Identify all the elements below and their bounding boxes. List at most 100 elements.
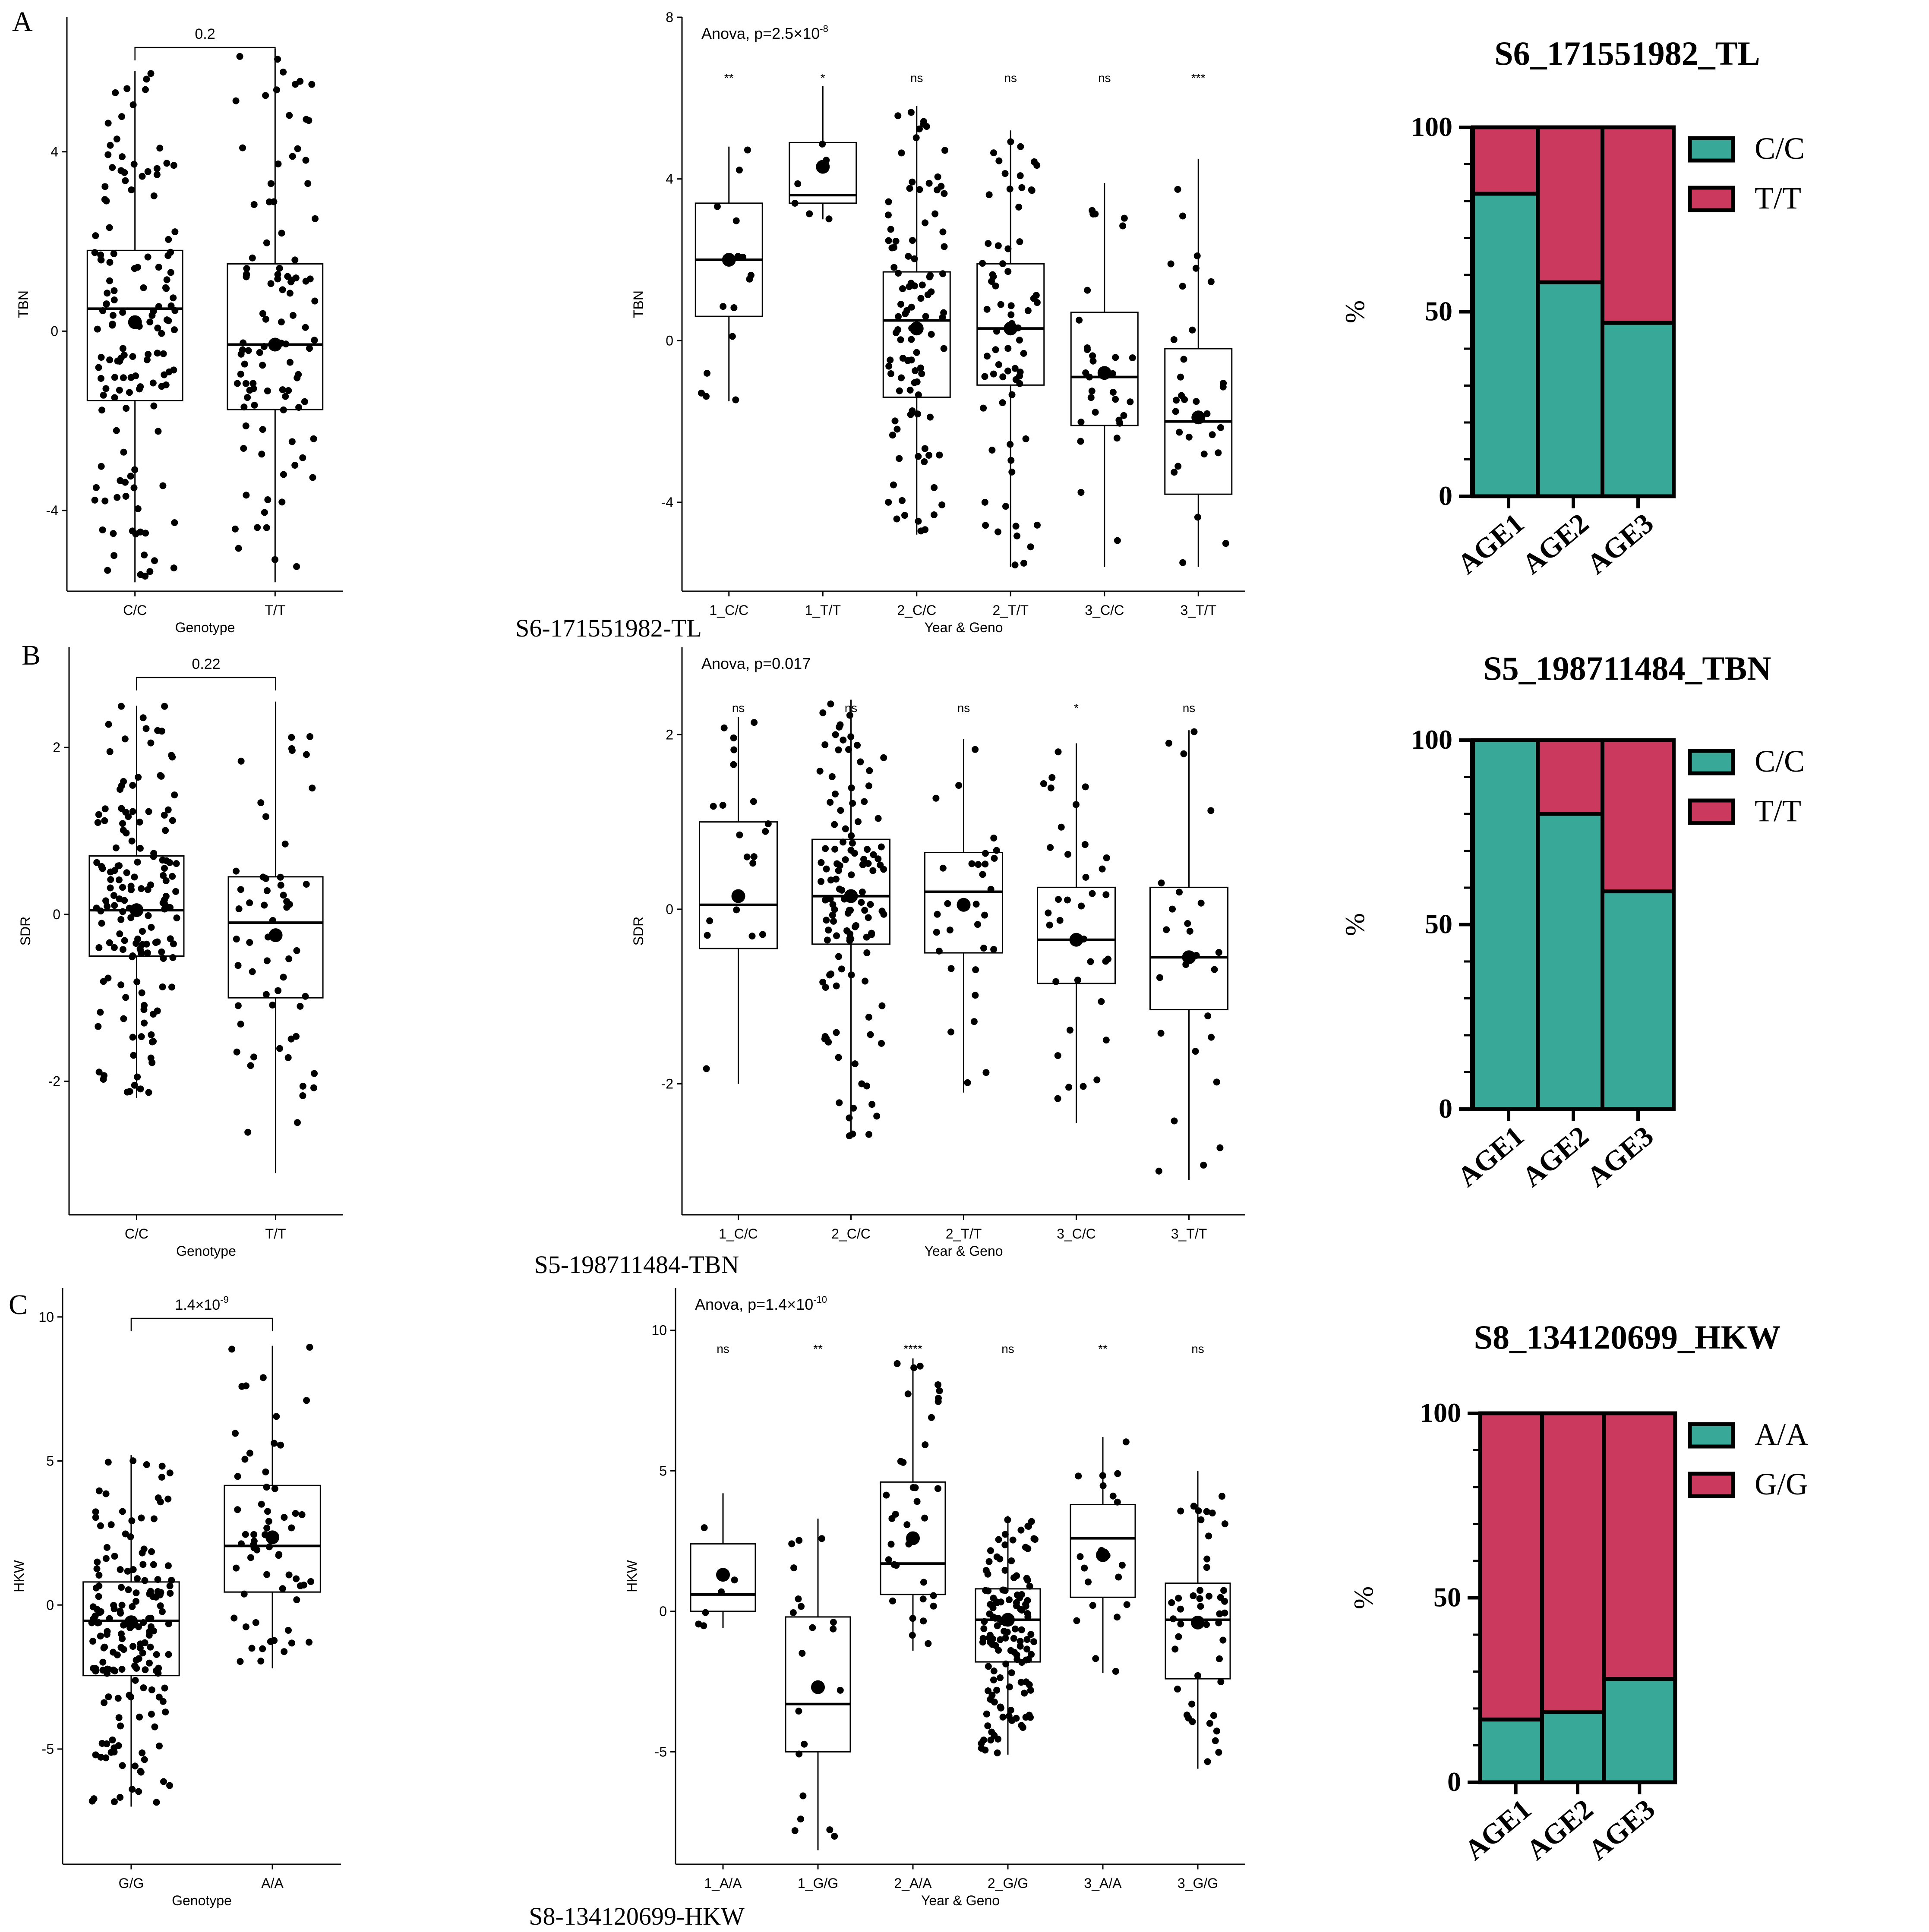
data-point	[1064, 851, 1072, 858]
data-point	[1177, 1605, 1184, 1613]
data-point	[880, 754, 887, 761]
data-point	[91, 1614, 98, 1621]
data-point	[261, 901, 268, 909]
data-point	[1217, 1678, 1225, 1686]
bar-segment-cc	[1601, 321, 1676, 498]
data-point	[245, 347, 252, 354]
x-tick-label: 2_T/T	[946, 1226, 982, 1242]
data-point	[1040, 780, 1047, 788]
data-point	[281, 1514, 288, 1521]
data-point	[1076, 316, 1083, 324]
data-point	[276, 265, 283, 272]
data-point	[154, 938, 161, 946]
legend-swatch	[1688, 186, 1735, 212]
data-point	[235, 905, 243, 913]
data-point	[994, 528, 1002, 536]
y-tick-label: 0	[666, 333, 673, 348]
data-point	[1099, 1472, 1106, 1479]
data-point	[117, 786, 124, 793]
data-point	[981, 1618, 988, 1625]
data-point	[291, 462, 299, 469]
data-point	[161, 703, 168, 710]
data-point	[867, 1031, 874, 1038]
data-point	[828, 773, 836, 780]
data-point	[827, 876, 834, 884]
data-point	[992, 346, 999, 353]
data-point	[170, 162, 177, 169]
data-point	[294, 145, 301, 152]
significance-label: ns	[1183, 701, 1196, 715]
data-point	[129, 101, 137, 108]
data-point	[857, 758, 864, 766]
data-point	[1004, 345, 1012, 352]
data-point	[153, 1651, 160, 1658]
data-point	[260, 343, 268, 350]
data-point	[819, 709, 827, 716]
data-point	[921, 1514, 928, 1522]
data-point	[311, 1070, 318, 1077]
data-point	[106, 224, 113, 231]
data-point	[158, 330, 165, 337]
data-point	[115, 1714, 123, 1721]
data-point	[118, 1666, 126, 1673]
data-point	[110, 530, 117, 537]
data-point	[157, 1602, 164, 1610]
data-point	[233, 1048, 240, 1056]
data-point	[117, 354, 125, 362]
data-point	[1115, 416, 1123, 424]
anova-annotation-base: Anova, p=1.4×10	[695, 1295, 813, 1313]
data-point	[129, 808, 136, 815]
data-point	[1048, 774, 1056, 781]
data-point	[153, 171, 161, 178]
data-point	[894, 269, 902, 277]
data-point	[1221, 1520, 1228, 1528]
data-point	[995, 157, 1003, 164]
data-point	[242, 1531, 249, 1538]
data-point	[1216, 1610, 1223, 1617]
data-point	[1066, 1027, 1073, 1034]
data-point	[1017, 143, 1024, 150]
data-point	[1197, 1603, 1204, 1610]
data-point	[1155, 1167, 1162, 1175]
data-point	[1002, 1660, 1010, 1667]
data-point	[847, 847, 855, 854]
data-point	[244, 394, 251, 401]
data-point	[920, 1617, 927, 1625]
data-point	[104, 1628, 111, 1635]
data-point	[989, 1604, 997, 1611]
y-tick-label: 4	[666, 171, 673, 187]
data-point	[264, 387, 271, 394]
data-point	[720, 303, 727, 310]
y-axis-label: %	[1339, 300, 1370, 323]
data-point	[912, 134, 920, 142]
data-point	[289, 153, 296, 160]
data-point	[1215, 1619, 1222, 1626]
data-point	[258, 451, 265, 458]
data-point	[258, 1500, 265, 1508]
data-point	[1045, 909, 1052, 917]
data-point	[831, 821, 838, 828]
data-point	[234, 1473, 241, 1480]
data-point	[1219, 1636, 1227, 1644]
data-point	[233, 936, 240, 943]
data-point	[1190, 1503, 1197, 1510]
data-point	[1010, 1635, 1017, 1642]
data-point	[301, 398, 308, 405]
significance-label: ns	[1191, 1342, 1204, 1355]
data-point	[892, 1510, 899, 1518]
data-point	[287, 278, 295, 286]
data-point	[147, 1643, 154, 1651]
data-point	[896, 387, 903, 394]
data-point	[288, 1639, 295, 1647]
data-point	[1030, 1638, 1038, 1645]
y-axis-label: SDR	[18, 917, 33, 946]
data-point	[237, 886, 244, 893]
data-point	[1220, 380, 1227, 387]
data-point	[280, 68, 287, 76]
data-point	[119, 1762, 126, 1769]
data-point	[109, 164, 116, 171]
data-point	[889, 432, 896, 439]
data-point	[1092, 409, 1099, 416]
significance-label: ns	[717, 1342, 729, 1355]
data-point	[835, 746, 842, 753]
